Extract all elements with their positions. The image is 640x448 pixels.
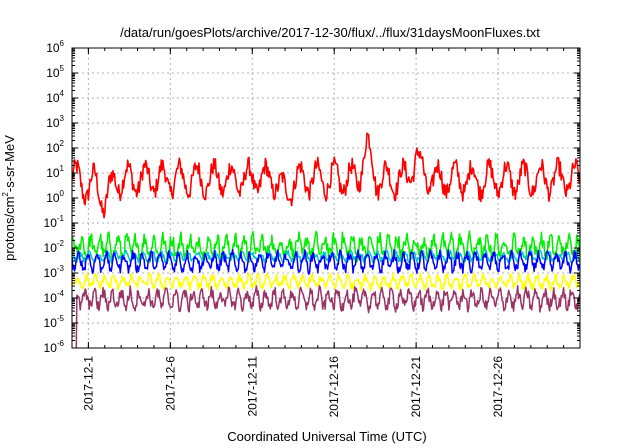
y-tick-label: 10-6 — [44, 339, 65, 355]
series-line — [72, 272, 580, 292]
y-ticks: 10-6 10-5 10-4 10-3 10-2 10-1 100 101 102 103 104 1… — [44, 39, 580, 355]
y-tick-label: 105 — [46, 64, 64, 80]
y-tick-label: 10-5 — [44, 314, 65, 330]
x-tick-label: 2017-12-16 — [327, 356, 341, 418]
y-tick-label: 10-3 — [44, 264, 65, 280]
y-tick-label: 102 — [46, 139, 64, 155]
x-axis-label: Coordinated Universal Time (UTC) — [227, 429, 426, 444]
y-tick-label: 10-1 — [44, 214, 65, 230]
x-tick-label: 2017-12-11 — [245, 356, 259, 417]
y-axis-label-base: protons/cm — [2, 197, 17, 261]
y-tick-label: 106 — [46, 39, 64, 55]
x-tick-label: 2017-12-1 — [81, 356, 95, 411]
series-line — [72, 248, 580, 275]
y-axis-label: protons/cm2-s-sr-MeV — [1, 135, 17, 261]
y-tick-label: 101 — [46, 164, 64, 180]
x-tick-label: 2017-12-26 — [491, 356, 505, 418]
x-ticks: 2017-12-1 2017-12-6 2017-12-11 2017-12-16 20… — [71, 48, 581, 418]
series-line — [72, 132, 580, 219]
y-tick-label: 103 — [46, 114, 64, 130]
y-axis-label-rest: -s-sr-MeV — [2, 135, 17, 192]
y-tick-label: 104 — [46, 89, 64, 105]
chart-title: /data/run/goesPlots/archive/2017-12-30/f… — [120, 25, 540, 40]
y-tick-label: 10-2 — [44, 239, 65, 255]
series-line — [72, 230, 580, 264]
y-axis-label-sup: 2 — [1, 192, 10, 197]
y-tick-label: 100 — [46, 189, 64, 205]
series-line — [75, 284, 580, 348]
x-tick-label: 2017-12-21 — [409, 356, 423, 418]
plot-clip-group — [72, 132, 580, 348]
y-tick-label: 10-4 — [44, 289, 65, 305]
x-tick-label: 2017-12-6 — [163, 356, 177, 411]
